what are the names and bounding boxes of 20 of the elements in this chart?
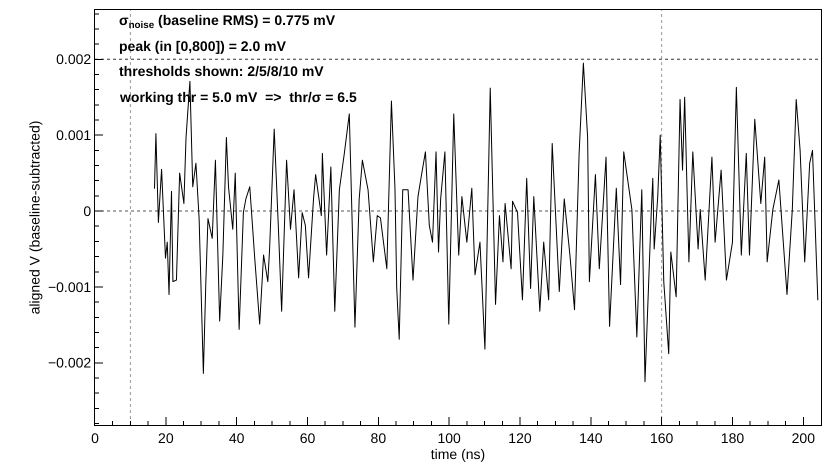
y-tick-label: −0.001 bbox=[48, 278, 92, 295]
x-axis-title: time (ns) bbox=[430, 446, 486, 462]
y-tick-label: 0 bbox=[83, 202, 92, 219]
x-tick-label: 120 bbox=[508, 430, 532, 446]
y-tick-label: 0.002 bbox=[56, 51, 92, 68]
x-tick-label: 60 bbox=[300, 430, 316, 446]
x-tick-label: 180 bbox=[720, 430, 744, 446]
x-tick-label: 80 bbox=[370, 430, 386, 446]
annotation: thresholds shown: 2/5/8/10 mV bbox=[119, 63, 324, 79]
x-tick-label: 140 bbox=[579, 430, 603, 446]
y-tick-label: 0.001 bbox=[56, 127, 92, 144]
y-tick-label: −0.002 bbox=[48, 354, 92, 371]
y-axis-title: aligned V (baseline-subtracted) bbox=[26, 120, 43, 314]
x-tick-label: 200 bbox=[792, 430, 816, 446]
annotation: σ$_{noise}$ (baseline RMS) = 0.775 mV bbox=[119, 12, 336, 31]
x-tick-label: 20 bbox=[158, 430, 174, 446]
x-tick-label: 40 bbox=[228, 430, 245, 446]
annotation: peak (in [0,800]) = 2.0 mV bbox=[119, 38, 287, 54]
x-tick-label: 160 bbox=[650, 430, 674, 446]
x-tick-label: 100 bbox=[437, 430, 462, 446]
